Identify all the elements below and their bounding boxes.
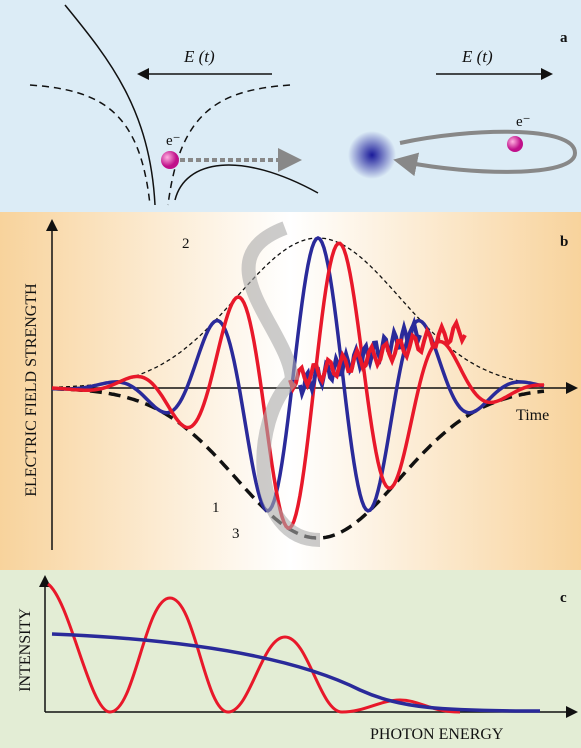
- spectrum-red: [46, 582, 461, 714]
- panel-label: c: [560, 590, 567, 606]
- panel-c-bg: [0, 570, 581, 748]
- potential: [167, 84, 291, 206]
- harmonic-emission: [288, 317, 467, 394]
- envelope: [51, 237, 545, 388]
- field-red: [51, 241, 544, 530]
- potential: [174, 164, 319, 201]
- envelope: [51, 386, 545, 540]
- marker-label: 2: [182, 236, 190, 252]
- ion: [348, 131, 396, 179]
- return-path: [241, 221, 321, 547]
- potential: [64, 4, 156, 206]
- axis-title: ELECTRIC FIELD STRENGTH: [23, 283, 40, 497]
- marker-label: 1: [212, 500, 220, 516]
- trajectory: [393, 129, 578, 177]
- panel-label: b: [560, 234, 568, 250]
- panel-a-bg: [0, 0, 581, 212]
- electron-label: e⁻: [166, 133, 181, 149]
- marker-label: 3: [232, 526, 240, 542]
- axis-title: Time: [516, 407, 549, 424]
- electron-label: e⁻: [516, 114, 531, 130]
- field-blue: [51, 236, 545, 513]
- potential: [29, 84, 151, 206]
- field-label: E (t): [461, 47, 493, 66]
- electron: [161, 151, 179, 169]
- axis-title: PHOTON ENERGY: [370, 726, 504, 743]
- panel-label: a: [560, 30, 568, 46]
- spectrum-blue: [51, 632, 541, 713]
- axis-title: INTENSITY: [17, 608, 34, 692]
- field-label: E (t): [183, 47, 215, 66]
- electron: [507, 136, 523, 152]
